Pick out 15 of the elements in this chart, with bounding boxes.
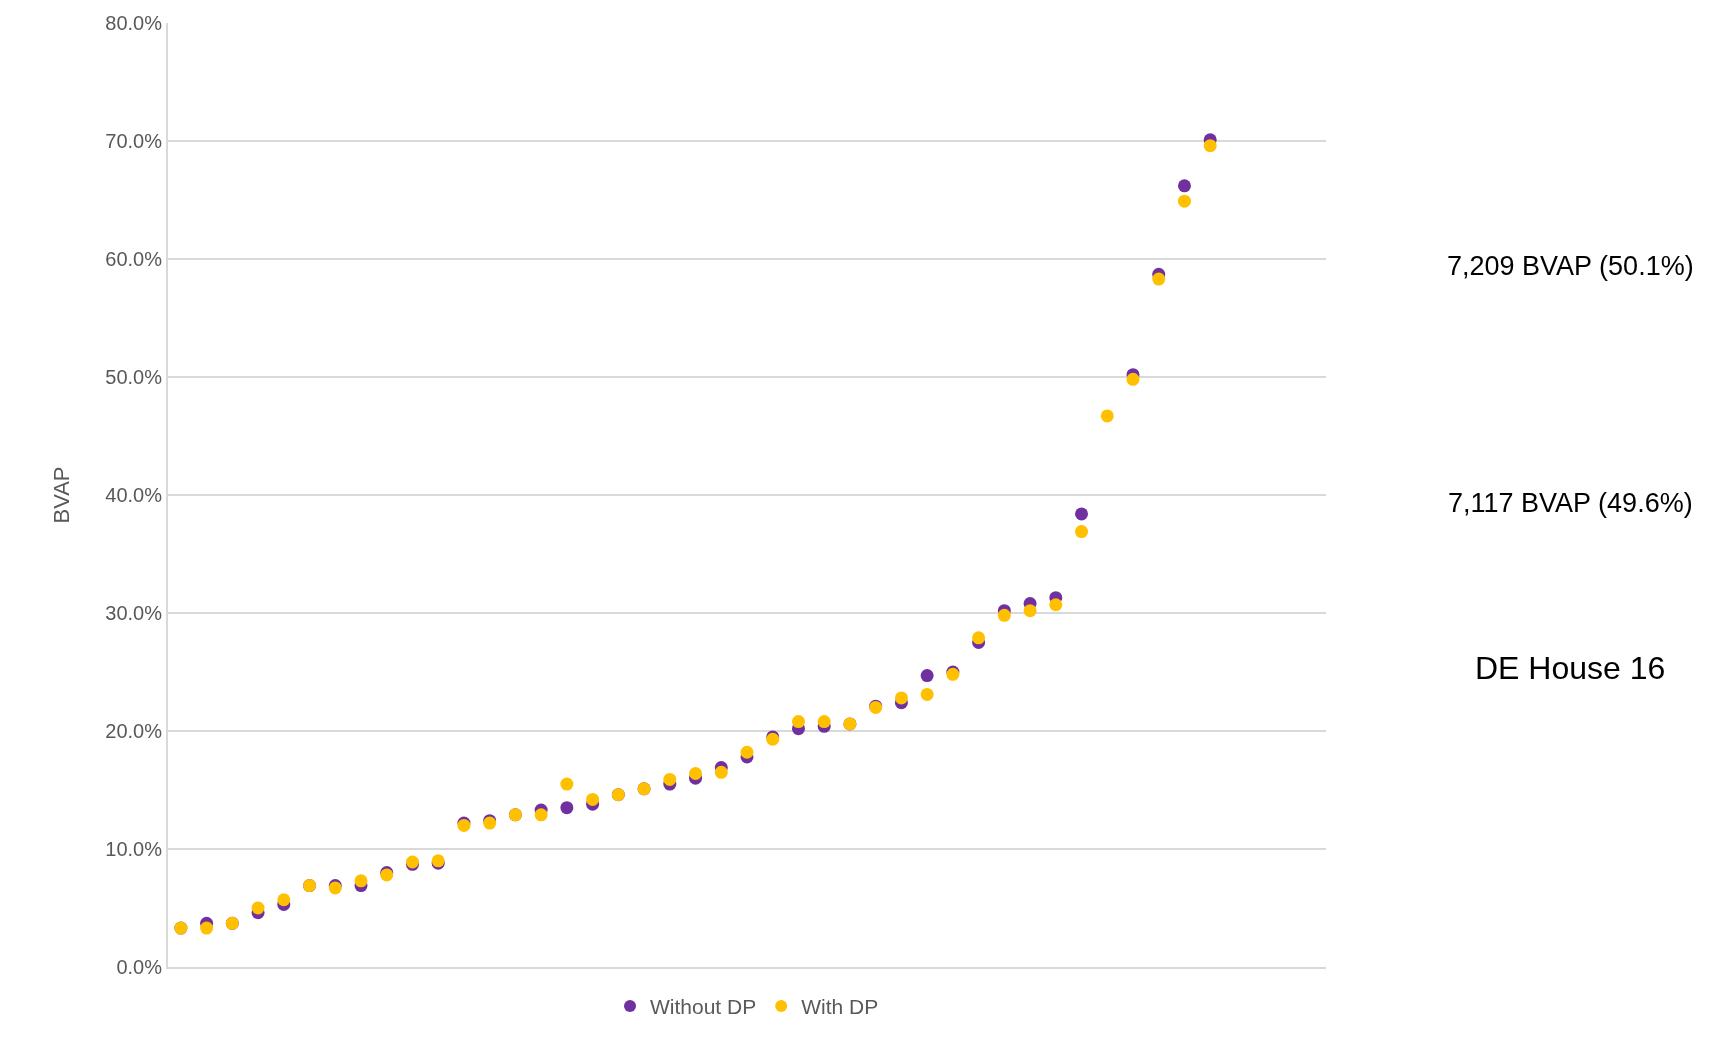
text: DE House 16 — [1475, 650, 1666, 686]
y-axis-title: BVAP — [48, 466, 74, 524]
y-tick-label: 10.0% — [105, 838, 163, 860]
y-tick-label: 0.0% — [116, 956, 163, 978]
legend-label: Without DP — [650, 995, 757, 1019]
y-tick-label: 80.0% — [105, 12, 163, 34]
y-tick-label: 40.0% — [105, 484, 163, 506]
y-tick-label: 20.0% — [105, 720, 163, 742]
text: 7,117 BVAP (49.6%) — [1448, 488, 1693, 518]
y-tick-label: 50.0% — [105, 366, 163, 388]
y-tick-label: 70.0% — [105, 130, 163, 152]
text: 7,209 BVAP (50.1%) — [1447, 251, 1694, 281]
y-tick-label: 60.0% — [105, 248, 163, 270]
y-tick-label: 30.0% — [105, 602, 163, 624]
legend-label: With DP — [801, 995, 879, 1019]
